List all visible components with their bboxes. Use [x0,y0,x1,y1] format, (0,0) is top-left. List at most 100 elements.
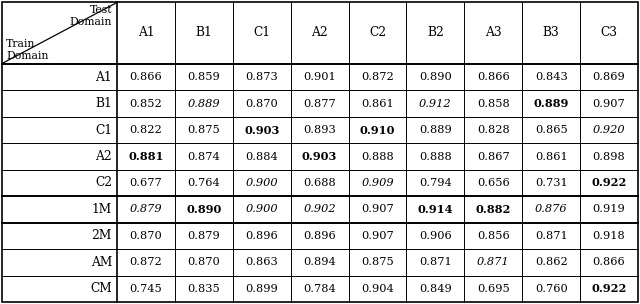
Text: 0.794: 0.794 [419,178,452,188]
Text: 0.894: 0.894 [303,257,336,267]
Text: 0.875: 0.875 [188,125,220,135]
Text: 0.870: 0.870 [188,257,220,267]
Text: A1: A1 [95,71,112,84]
Text: A2: A2 [311,26,328,40]
Text: 0.900: 0.900 [245,178,278,188]
Text: B2: B2 [427,26,444,40]
Text: 0.914: 0.914 [418,204,453,215]
Text: 0.843: 0.843 [535,72,568,82]
Text: 0.731: 0.731 [535,178,568,188]
Text: 0.890: 0.890 [186,204,221,215]
Text: 0.677: 0.677 [129,178,163,188]
Text: 0.922: 0.922 [591,178,627,188]
Text: 0.919: 0.919 [593,205,625,214]
Text: 0.866: 0.866 [593,257,625,267]
Text: 0.784: 0.784 [303,284,336,294]
Text: CM: CM [90,282,112,295]
Text: 0.918: 0.918 [593,231,625,241]
Text: 0.858: 0.858 [477,99,509,109]
Text: B3: B3 [543,26,559,40]
Text: 0.871: 0.871 [477,257,509,267]
Text: 0.745: 0.745 [129,284,163,294]
Text: 2M: 2M [92,230,112,242]
Text: 0.896: 0.896 [245,231,278,241]
Text: 0.907: 0.907 [593,99,625,109]
Text: AM: AM [91,256,112,269]
Text: 0.849: 0.849 [419,284,452,294]
Text: 0.920: 0.920 [593,125,625,135]
Text: C2: C2 [95,177,112,189]
Text: 0.872: 0.872 [361,72,394,82]
Text: 0.906: 0.906 [419,231,452,241]
Text: 0.688: 0.688 [303,178,336,188]
Text: Test
Domain: Test Domain [70,5,112,27]
Text: 0.884: 0.884 [245,152,278,161]
Text: A2: A2 [95,150,112,163]
Text: 0.695: 0.695 [477,284,509,294]
Text: 0.856: 0.856 [477,231,509,241]
Text: 0.870: 0.870 [129,231,163,241]
Text: 0.835: 0.835 [188,284,220,294]
Text: 0.862: 0.862 [535,257,568,267]
Text: 0.890: 0.890 [419,72,452,82]
Text: 0.889: 0.889 [419,125,452,135]
Text: 0.882: 0.882 [476,204,511,215]
Text: 0.867: 0.867 [477,152,509,161]
Text: 0.871: 0.871 [419,257,452,267]
Text: A1: A1 [138,26,154,40]
Text: 0.875: 0.875 [361,257,394,267]
Text: 1M: 1M [92,203,112,216]
Text: 0.870: 0.870 [245,99,278,109]
Text: B1: B1 [95,97,112,110]
Text: 0.888: 0.888 [419,152,452,161]
Text: 0.859: 0.859 [188,72,220,82]
Text: 0.852: 0.852 [129,99,163,109]
Text: B1: B1 [195,26,212,40]
Text: 0.900: 0.900 [245,205,278,214]
Text: 0.869: 0.869 [593,72,625,82]
Text: 0.910: 0.910 [360,125,396,136]
Text: 0.902: 0.902 [303,205,336,214]
Text: 0.877: 0.877 [303,99,336,109]
Text: 0.899: 0.899 [245,284,278,294]
Text: 0.889: 0.889 [534,98,569,109]
Text: 0.764: 0.764 [188,178,220,188]
Text: C3: C3 [600,26,618,40]
Text: 0.896: 0.896 [303,231,336,241]
Text: 0.872: 0.872 [129,257,163,267]
Text: 0.893: 0.893 [303,125,336,135]
Text: 0.881: 0.881 [128,151,164,162]
Text: 0.863: 0.863 [245,257,278,267]
Text: 0.866: 0.866 [477,72,509,82]
Text: 0.907: 0.907 [361,231,394,241]
Text: 0.907: 0.907 [361,205,394,214]
Text: C2: C2 [369,26,386,40]
Text: 0.873: 0.873 [245,72,278,82]
Text: 0.871: 0.871 [535,231,568,241]
Text: Train
Domain: Train Domain [6,40,49,61]
Text: 0.922: 0.922 [591,283,627,294]
Text: 0.876: 0.876 [535,205,568,214]
Text: 0.656: 0.656 [477,178,509,188]
Text: 0.879: 0.879 [188,231,220,241]
Text: 0.861: 0.861 [361,99,394,109]
Text: 0.874: 0.874 [188,152,220,161]
Text: 0.889: 0.889 [188,99,220,109]
Text: 0.904: 0.904 [361,284,394,294]
Text: 0.760: 0.760 [535,284,568,294]
Text: 0.888: 0.888 [361,152,394,161]
Text: 0.822: 0.822 [129,125,163,135]
Text: 0.903: 0.903 [244,125,280,136]
Text: 0.865: 0.865 [535,125,568,135]
Text: A3: A3 [485,26,502,40]
Text: 0.898: 0.898 [593,152,625,161]
Text: 0.909: 0.909 [361,178,394,188]
Text: 0.879: 0.879 [130,205,163,214]
Text: C1: C1 [95,124,112,136]
Text: 0.901: 0.901 [303,72,336,82]
Text: 0.903: 0.903 [302,151,337,162]
Text: 0.866: 0.866 [129,72,163,82]
Text: C1: C1 [253,26,270,40]
Text: 0.828: 0.828 [477,125,509,135]
Text: 0.861: 0.861 [535,152,568,161]
